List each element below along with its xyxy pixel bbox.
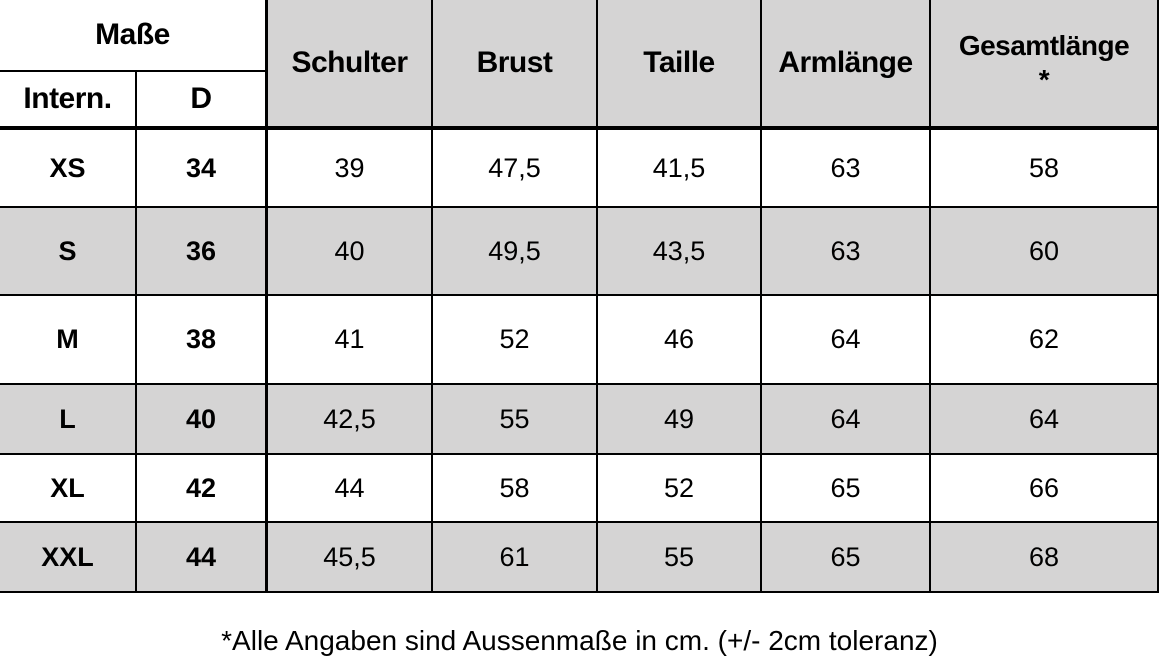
size-label: 36 — [137, 208, 268, 296]
measure-value: 41,5 — [598, 130, 762, 208]
measure-value: 61 — [433, 523, 598, 593]
measure-value: 45,5 — [268, 523, 433, 593]
measure-value: 55 — [598, 523, 762, 593]
measure-value: 41 — [268, 296, 433, 385]
measure-value: 47,5 — [433, 130, 598, 208]
column-header: Gesamtlänge * — [931, 0, 1159, 130]
measure-value: 63 — [762, 208, 931, 296]
column-header: Brust — [433, 0, 598, 130]
measure-value: 64 — [762, 296, 931, 385]
size-label: M — [0, 296, 137, 385]
measure-value: 40 — [268, 208, 433, 296]
sub-header: D — [137, 72, 268, 130]
measure-value: 58 — [931, 130, 1159, 208]
size-label: L — [0, 385, 137, 455]
size-label: 44 — [137, 523, 268, 593]
measure-value: 52 — [433, 296, 598, 385]
size-label: 34 — [137, 130, 268, 208]
size-label: 42 — [137, 455, 268, 523]
measure-value: 66 — [931, 455, 1159, 523]
column-header: Schulter — [268, 0, 433, 130]
column-header: Armlänge — [762, 0, 931, 130]
measure-value: 52 — [598, 455, 762, 523]
measure-value: 43,5 — [598, 208, 762, 296]
measure-value: 39 — [268, 130, 433, 208]
measure-value: 42,5 — [268, 385, 433, 455]
size-label: XL — [0, 455, 137, 523]
group-header: Maße — [0, 0, 268, 72]
size-label: XXL — [0, 523, 137, 593]
measure-value: 55 — [433, 385, 598, 455]
column-header: Taille — [598, 0, 762, 130]
measure-value: 62 — [931, 296, 1159, 385]
measure-value: 49 — [598, 385, 762, 455]
measure-value: 46 — [598, 296, 762, 385]
measure-value: 64 — [762, 385, 931, 455]
size-label: XS — [0, 130, 137, 208]
size-label: S — [0, 208, 137, 296]
measure-value: 68 — [931, 523, 1159, 593]
measure-value: 44 — [268, 455, 433, 523]
size-label: 38 — [137, 296, 268, 385]
measure-value: 64 — [931, 385, 1159, 455]
size-label: 40 — [137, 385, 268, 455]
measure-value: 60 — [931, 208, 1159, 296]
measure-value: 65 — [762, 455, 931, 523]
measure-value: 58 — [433, 455, 598, 523]
measure-value: 63 — [762, 130, 931, 208]
measure-value: 49,5 — [433, 208, 598, 296]
measure-value: 65 — [762, 523, 931, 593]
sub-header: Intern. — [0, 72, 137, 130]
footer-note: *Alle Angaben sind Aussenmaße in cm. (+/… — [221, 625, 938, 656]
